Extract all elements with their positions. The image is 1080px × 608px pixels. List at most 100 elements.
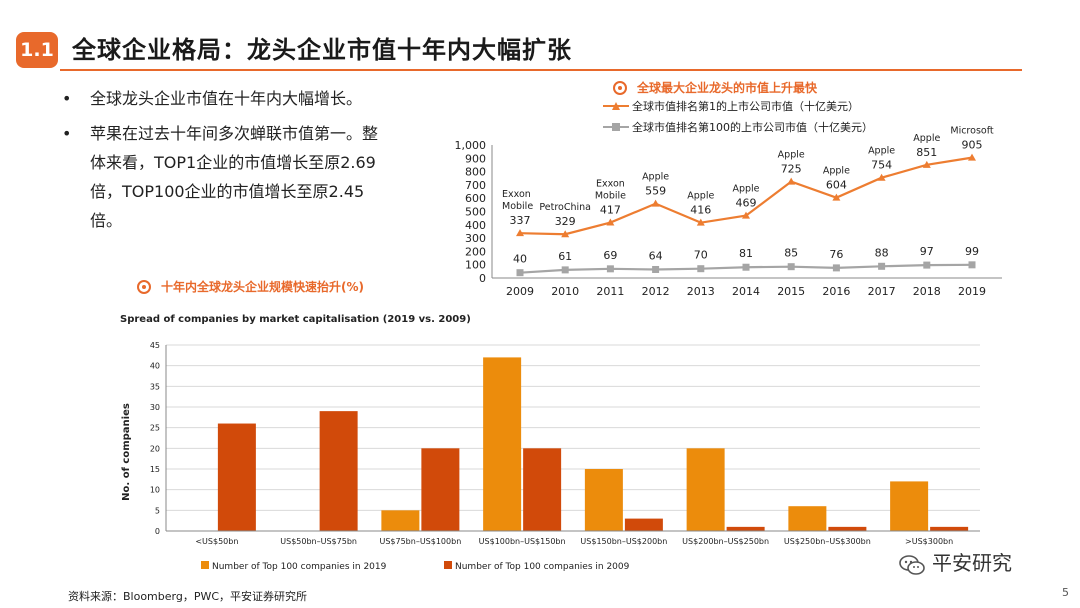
data-label-top1: 559 bbox=[645, 185, 666, 198]
y-tick-label: 40 bbox=[150, 362, 160, 371]
x-tick-label: 2012 bbox=[642, 285, 670, 298]
category-label: US$200bn–US$250bn bbox=[682, 537, 769, 546]
line-chart-heading-text: 全球最大企业龙头的市值上升最快 bbox=[637, 81, 818, 95]
data-label-top100: 61 bbox=[558, 250, 572, 263]
category-label: US$150bn–US$200bn bbox=[580, 537, 667, 546]
point-top100 bbox=[742, 263, 750, 271]
point-top100 bbox=[787, 263, 795, 271]
x-tick-label: 2011 bbox=[596, 285, 624, 298]
data-label-top100: 64 bbox=[649, 249, 663, 262]
bullet-text: 苹果在过去十年间多次蝉联市值第一。整体来看，TOP1企业的市值增长至原2.69倍… bbox=[90, 124, 379, 230]
data-label-top100: 69 bbox=[603, 249, 617, 262]
line-series bbox=[516, 153, 976, 277]
brand-watermark: 平安研究 bbox=[898, 547, 1012, 576]
x-tick-label: 2016 bbox=[822, 285, 850, 298]
data-label-top1: 469 bbox=[736, 197, 757, 210]
company-annotation: Microsoft bbox=[950, 126, 994, 137]
y-tick-label: 0 bbox=[155, 527, 160, 536]
point-top1 bbox=[696, 218, 705, 226]
x-tick-label: 2009 bbox=[506, 285, 534, 298]
company-annotation: Apple bbox=[868, 146, 895, 157]
legend-marker-top100 bbox=[612, 123, 620, 131]
x-tick-label: 2010 bbox=[551, 285, 579, 298]
legend-label-top1: 全球市值排名第1的上市公司市值（十亿美元） bbox=[632, 99, 859, 113]
section-number-badge: 1.1 bbox=[16, 32, 58, 68]
page-title: 全球企业格局：龙头企业市值十年内大幅扩张 bbox=[72, 36, 572, 64]
data-label-top100: 97 bbox=[920, 245, 934, 258]
data-label-top100: 70 bbox=[694, 249, 708, 262]
data-label-top1: 417 bbox=[600, 204, 621, 217]
bar-2019 bbox=[788, 506, 827, 531]
data-label-top1: 754 bbox=[871, 159, 892, 172]
x-tick-label: 2017 bbox=[868, 285, 896, 298]
bar-2009 bbox=[217, 423, 256, 531]
point-top100 bbox=[697, 265, 705, 273]
bar-x-axis: <US$50bn US$50bn–US$75bn US$75bn–US$100bn U… bbox=[195, 537, 953, 546]
point-top1 bbox=[968, 153, 976, 161]
legend-marker-top1 bbox=[612, 102, 620, 110]
bar-2009 bbox=[421, 448, 460, 531]
line-chart-heading: 全球最大企业龙头的市值上升最快 bbox=[613, 79, 817, 96]
x-tick-label: 2018 bbox=[913, 285, 941, 298]
data-label-top100: 81 bbox=[739, 247, 753, 260]
y-tick-label: 700 bbox=[465, 179, 486, 192]
bar-2019 bbox=[890, 481, 929, 531]
bar-y-axis: 0 5 10 15 20 25 30 35 40 45 bbox=[150, 341, 980, 536]
company-annotation: Mobile bbox=[502, 201, 533, 212]
y-tick-label: 45 bbox=[150, 341, 160, 350]
wechat-icon bbox=[899, 554, 925, 575]
category-label: US$50bn–US$75bn bbox=[280, 537, 357, 546]
y-tick-label: 800 bbox=[465, 166, 486, 179]
y-tick-label: 1,000 bbox=[455, 139, 487, 152]
bar-y-axis-label: No. of companies bbox=[121, 403, 132, 501]
category-label: US$100bn–US$150bn bbox=[479, 537, 566, 546]
company-annotation: Exxon bbox=[502, 189, 531, 200]
bar-2009 bbox=[828, 526, 867, 531]
data-label-top1: 851 bbox=[916, 146, 937, 159]
y-tick-label: 15 bbox=[150, 465, 160, 474]
company-annotation: Apple bbox=[778, 150, 805, 161]
bar-2009 bbox=[319, 411, 358, 531]
y-tick-label: 30 bbox=[150, 403, 160, 412]
company-annotation: Exxon bbox=[596, 179, 625, 190]
legend-swatch-2019 bbox=[201, 561, 209, 569]
point-top100 bbox=[516, 269, 524, 277]
y-tick-label: 100 bbox=[465, 259, 486, 272]
y-tick-label: 35 bbox=[150, 382, 160, 391]
data-label-top1: 725 bbox=[781, 163, 802, 176]
data-label-top100: 99 bbox=[965, 245, 979, 258]
data-label-top1: 604 bbox=[826, 179, 847, 192]
y-tick-label: 25 bbox=[150, 424, 160, 433]
point-top1 bbox=[651, 199, 660, 207]
y-tick-label: 600 bbox=[465, 192, 486, 205]
point-top100 bbox=[878, 262, 886, 270]
page-number: 5 bbox=[1062, 586, 1069, 599]
company-annotation: Apple bbox=[913, 133, 940, 144]
x-tick-label: 2019 bbox=[958, 285, 986, 298]
point-top1 bbox=[832, 193, 841, 201]
point-top1 bbox=[561, 230, 570, 238]
target-icon bbox=[137, 279, 151, 294]
point-top1 bbox=[742, 211, 750, 219]
point-top1 bbox=[606, 218, 615, 226]
category-label: <US$50bn bbox=[195, 537, 238, 546]
legend-label-2019: Number of Top 100 companies in 2019 bbox=[212, 562, 387, 572]
point-top100 bbox=[652, 265, 660, 273]
y-tick-label: 5 bbox=[155, 506, 160, 515]
x-tick-label: 2013 bbox=[687, 285, 715, 298]
point-top1 bbox=[516, 229, 524, 237]
x-tick-label: 2014 bbox=[732, 285, 760, 298]
line-chart: 全球市值排名第1的上市公司市值（十亿美元） 全球市值排名第100的上市公司市值（… bbox=[455, 99, 1002, 298]
y-tick-label: 200 bbox=[465, 245, 486, 258]
bar-2019 bbox=[483, 357, 522, 531]
line-x-axis: 2009 2010 2011 2012 2013 2014 2015 2016 2017 2018… bbox=[492, 277, 1002, 298]
point-top100 bbox=[561, 266, 569, 274]
bullet-text: 全球龙头企业市值在十年内大幅增长。 bbox=[90, 89, 363, 108]
data-label-top100: 85 bbox=[784, 247, 798, 260]
company-annotation: PetroChina bbox=[539, 202, 591, 213]
y-tick-label: 0 bbox=[479, 272, 486, 285]
bullet-item: • 全球龙头企业市值在十年内大幅增长。 bbox=[60, 84, 390, 113]
company-annotation: Apple bbox=[687, 191, 714, 202]
y-tick-label: 400 bbox=[465, 219, 486, 232]
